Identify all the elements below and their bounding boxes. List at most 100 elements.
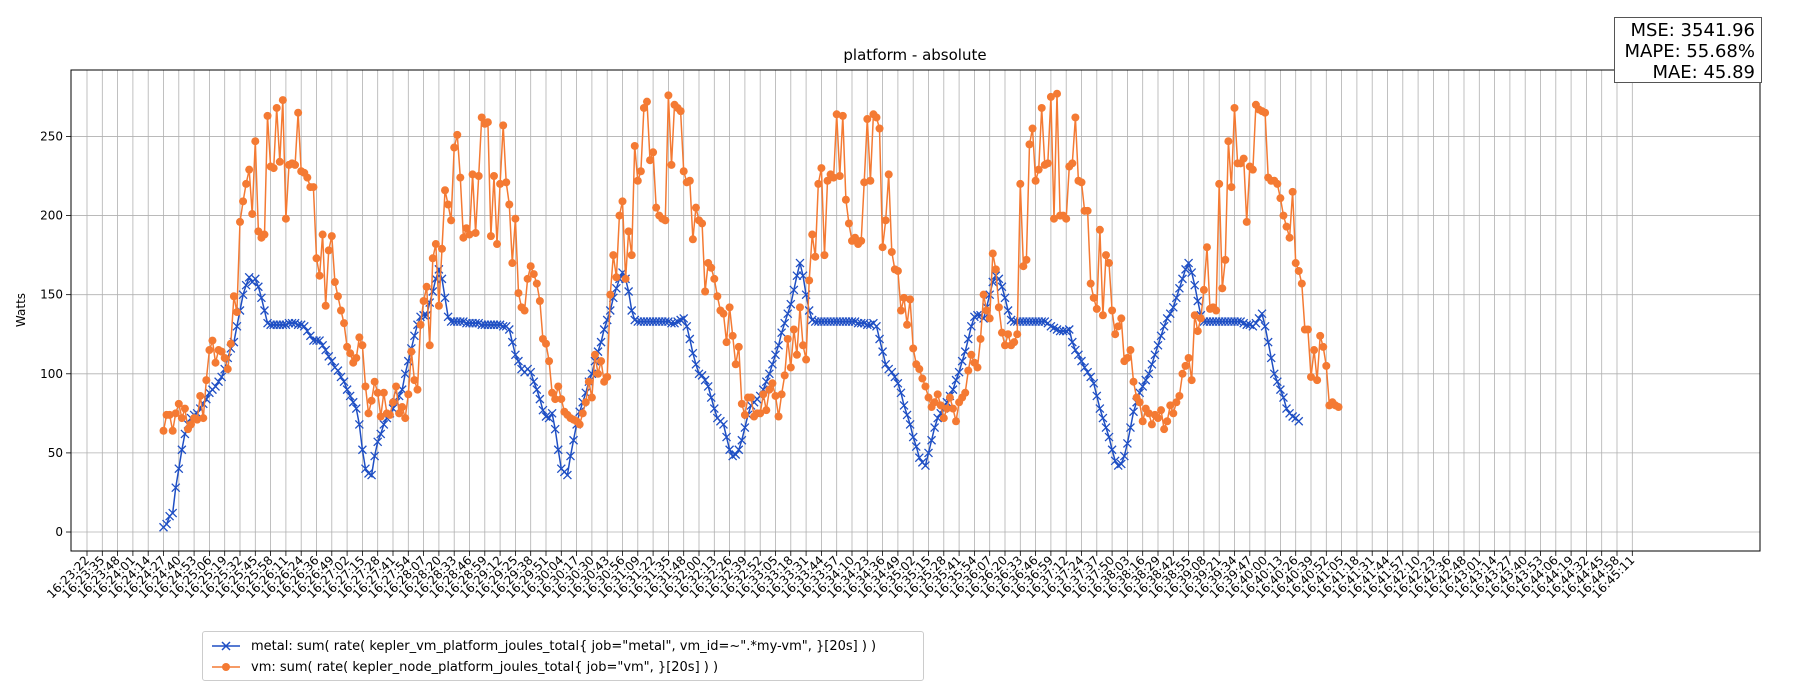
data-point <box>961 388 970 397</box>
y-axis-label: Watts <box>14 293 28 327</box>
data-point <box>471 228 480 237</box>
data-point <box>208 336 217 345</box>
data-point <box>1334 403 1343 412</box>
data-point <box>345 391 355 401</box>
data-point <box>187 420 196 429</box>
data-point <box>1114 322 1123 331</box>
data-point <box>621 274 630 283</box>
data-point <box>1138 417 1147 426</box>
data-point <box>1242 217 1251 226</box>
data-point <box>437 244 446 253</box>
data-point <box>994 303 1003 312</box>
data-point <box>312 254 321 263</box>
data-point <box>1181 361 1190 370</box>
data-point <box>1171 293 1181 303</box>
y-tick-label: 0 <box>55 525 63 539</box>
data-point <box>425 341 434 350</box>
data-point <box>177 445 187 455</box>
data-point <box>202 376 211 385</box>
data-point <box>327 232 336 241</box>
data-point <box>400 369 410 379</box>
data-point <box>211 358 220 367</box>
data-point <box>939 414 948 423</box>
data-point <box>737 399 746 408</box>
data-point <box>389 398 397 407</box>
data-point <box>725 445 735 455</box>
data-point <box>1178 274 1187 284</box>
data-point <box>985 314 994 323</box>
data-point <box>866 176 875 185</box>
data-point <box>1279 393 1288 402</box>
data-point <box>963 334 973 344</box>
data-point <box>734 342 743 351</box>
data-point <box>1073 350 1083 360</box>
data-point <box>1070 345 1080 355</box>
data-point <box>422 282 431 291</box>
data-point <box>346 349 355 358</box>
data-point <box>899 400 909 410</box>
data-point <box>253 282 263 292</box>
data-point <box>526 262 535 271</box>
data-point <box>838 111 847 120</box>
data-point <box>688 348 698 358</box>
data-point <box>551 395 560 404</box>
data-point <box>759 390 768 399</box>
data-point <box>1147 420 1156 429</box>
data-point <box>1080 363 1090 372</box>
data-point <box>428 287 438 296</box>
data-point <box>737 435 747 445</box>
data-point <box>1279 211 1288 220</box>
data-point <box>542 339 550 348</box>
data-point <box>1043 159 1052 168</box>
data-point <box>707 263 716 272</box>
data-point <box>1147 359 1157 369</box>
mae-text: MAE: 45.89 <box>1652 62 1755 83</box>
data-point <box>159 426 168 435</box>
data-point <box>223 365 232 374</box>
data-point <box>1064 325 1074 334</box>
data-point <box>392 382 401 391</box>
data-point <box>342 385 352 395</box>
data-point <box>1168 302 1178 312</box>
data-point <box>945 393 954 402</box>
data-point <box>698 219 707 228</box>
mse-text: MSE: 3541.96 <box>1630 20 1755 41</box>
data-point <box>1199 285 1208 294</box>
data-point <box>1119 451 1129 461</box>
data-point <box>431 240 440 249</box>
data-point <box>823 176 832 185</box>
data-point <box>875 334 884 344</box>
data-point <box>1184 353 1193 362</box>
data-point <box>376 429 386 439</box>
data-point <box>395 409 404 418</box>
data-point <box>437 274 447 284</box>
data-point <box>887 247 896 256</box>
data-point <box>627 306 637 315</box>
data-point <box>783 309 793 319</box>
data-point <box>646 156 655 165</box>
data-point <box>1166 401 1175 410</box>
data-point <box>884 170 893 179</box>
data-point <box>566 451 575 461</box>
data-point <box>719 309 728 318</box>
data-point <box>358 341 367 350</box>
data-point <box>997 328 1006 337</box>
data-point <box>514 289 523 298</box>
data-point <box>667 160 676 169</box>
data-point <box>924 393 933 402</box>
data-point <box>1150 350 1160 360</box>
data-point <box>1013 330 1022 339</box>
data-point <box>817 164 826 173</box>
data-point <box>771 391 780 400</box>
data-point <box>498 321 508 331</box>
data-point <box>706 393 716 402</box>
data-point <box>701 287 710 296</box>
data-point <box>930 423 940 433</box>
data-point <box>624 287 634 296</box>
data-point <box>1282 404 1291 414</box>
data-point <box>523 274 532 283</box>
data-point <box>1261 108 1270 117</box>
data-point <box>352 353 361 362</box>
data-point <box>294 108 303 117</box>
data-point <box>783 334 792 343</box>
